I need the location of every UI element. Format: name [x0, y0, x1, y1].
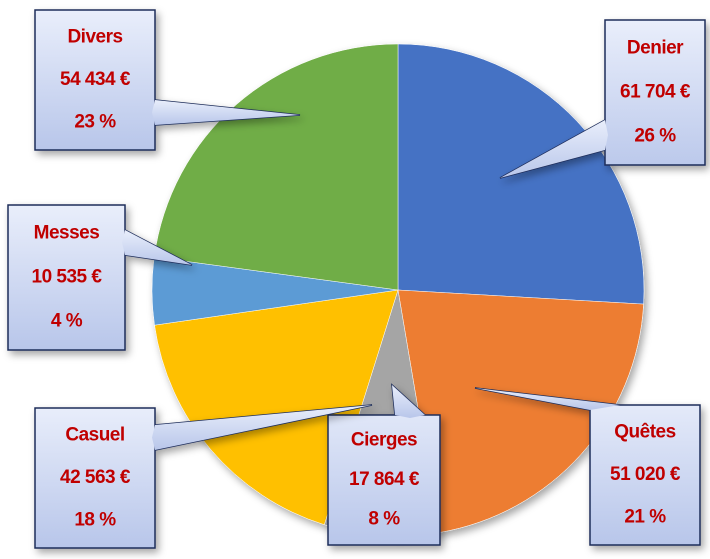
value-label: 54 434 € — [60, 69, 131, 90]
percent-label: 8 % — [368, 508, 400, 529]
callout — [34, 404, 373, 549]
category-label: Casuel — [65, 425, 124, 446]
percent-label: 18 % — [74, 509, 116, 530]
value-label: 17 864 € — [349, 469, 420, 490]
percent-label: 4 % — [51, 310, 83, 331]
percent-label: 21 % — [624, 506, 666, 527]
callouts: Denier 61 704 € 26 % Quêtes 51 020 € 21 % Cier… — [7, 9, 706, 549]
pie-slice — [397, 43, 645, 305]
category-label: Quêtes — [614, 422, 675, 443]
category-label: Messes — [34, 223, 100, 244]
callout — [474, 387, 701, 546]
callout-pointer — [152, 100, 300, 125]
percent-label: 23 % — [74, 111, 116, 132]
category-label: Divers — [67, 27, 122, 48]
callout — [499, 19, 706, 179]
callout-pointer — [475, 388, 620, 410]
callout — [7, 204, 193, 351]
value-label: 61 704 € — [620, 82, 691, 103]
value-label: 51 020 € — [610, 464, 681, 485]
percent-label: 26 % — [634, 125, 676, 146]
callout — [34, 9, 301, 151]
callout-pointer — [122, 230, 192, 265]
callout-pointer — [392, 385, 425, 418]
callout-pointer — [152, 405, 372, 450]
value-label: 10 535 € — [32, 267, 103, 288]
category-label: Denier — [627, 38, 684, 59]
pie-slice — [397, 289, 644, 533]
callout-pointer — [500, 120, 608, 178]
callout — [327, 383, 441, 546]
value-label: 42 563 € — [60, 467, 131, 488]
pie-slice — [153, 43, 399, 291]
category-label: Cierges — [351, 430, 417, 451]
